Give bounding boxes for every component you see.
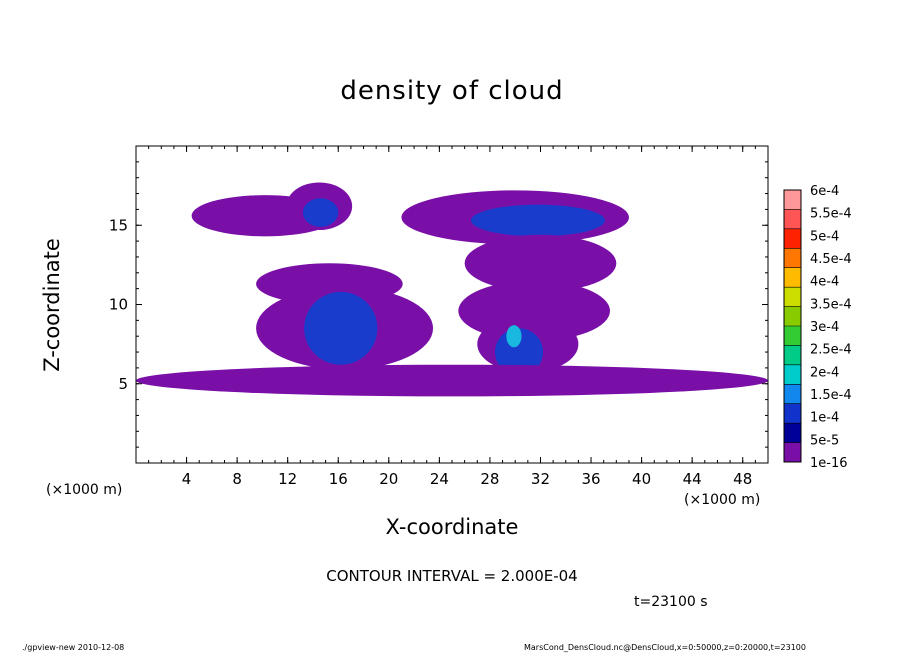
y-tick-label: 5: [118, 375, 128, 393]
time-label: t=23100 s: [634, 594, 708, 610]
colorbar-swatch: [784, 384, 801, 405]
colorbar-label: 1e-16: [810, 456, 848, 471]
x-tick-label: 28: [480, 470, 499, 488]
colorbar-label: 1e-4: [810, 411, 839, 426]
y-tick-label: 15: [109, 216, 128, 234]
x-tick-label: 40: [632, 470, 651, 488]
x-tick-label: 44: [683, 470, 702, 488]
contour-interval-label: CONTOUR INTERVAL = 2.000E-04: [326, 567, 578, 585]
x-axis-unit-right: (×1000 m): [684, 492, 761, 508]
colorbar-swatch: [784, 209, 801, 230]
colorbar-label: 3e-4: [810, 320, 839, 335]
colorbar-label: 2.5e-4: [810, 343, 852, 358]
colorbar-label: 4.5e-4: [810, 252, 852, 267]
y-axis-ticks: 5 10 15: [109, 161, 768, 448]
cloud-regions: [136, 182, 768, 397]
x-axis-ticks: 4 8 12 16 20 24 28 32 36 40 44 48: [148, 146, 756, 488]
plot-frame: [135, 145, 769, 464]
x-tick-label: 12: [278, 470, 297, 488]
colorbar-swatch: [784, 345, 801, 366]
x-axis-unit-left: (×1000 m): [46, 482, 123, 498]
colorbar-label: 5e-5: [810, 433, 839, 448]
colorbar-label: 5e-4: [810, 229, 839, 244]
x-tick-label: 24: [430, 470, 449, 488]
colorbar-swatch: [784, 423, 801, 444]
colorbar-swatch: [784, 403, 801, 424]
cloud-region-low: [136, 364, 768, 397]
colorbar-label: 2e-4: [810, 365, 839, 380]
colorbar-swatch: [784, 326, 801, 346]
colorbar-swatch: [784, 267, 801, 288]
cloud-region-mid: [470, 204, 605, 237]
cloud-region-low: [464, 234, 617, 292]
colorbar-swatch: [784, 364, 801, 385]
cloud-region-mid: [304, 291, 378, 365]
x-tick-label: 4: [182, 470, 192, 488]
footer-right: MarsCond_DensCloud.nc@DensCloud,x=0:5000…: [524, 643, 806, 652]
colorbar-swatch: [784, 248, 801, 269]
colorbar-label: 1.5e-4: [810, 388, 852, 403]
x-tick-label: 36: [581, 470, 600, 488]
cloud-region-mid: [302, 198, 339, 227]
colorbar-swatch: [784, 287, 801, 308]
x-axis-label: X-coordinate: [385, 515, 519, 539]
colorbar-label: 6e-4: [810, 184, 839, 199]
colorbar-swatch: [784, 228, 801, 249]
x-tick-label: 16: [329, 470, 348, 488]
colorbar-swatch: [784, 306, 801, 327]
colorbar-swatch: [784, 442, 801, 463]
colorbar-swatch: [784, 190, 801, 210]
colorbar-label: 3.5e-4: [810, 297, 852, 312]
chart-title: density of cloud: [340, 76, 564, 106]
y-tick-label: 10: [109, 296, 128, 314]
x-tick-label: 8: [232, 470, 242, 488]
footer-left: ./gpview-new 2010-12-08: [22, 643, 125, 652]
colorbar-label: 4e-4: [810, 275, 839, 290]
cloud-region-high: [506, 325, 522, 348]
x-tick-label: 48: [733, 470, 752, 488]
x-tick-label: 32: [531, 470, 550, 488]
colorbar: 6e-4 5.5e-4 5e-4 4.5e-4 4e-4 3.5e-4 3e-4 2.5e-4…: [783, 184, 852, 471]
colorbar-label: 5.5e-4: [810, 207, 852, 222]
x-tick-label: 20: [379, 470, 398, 488]
